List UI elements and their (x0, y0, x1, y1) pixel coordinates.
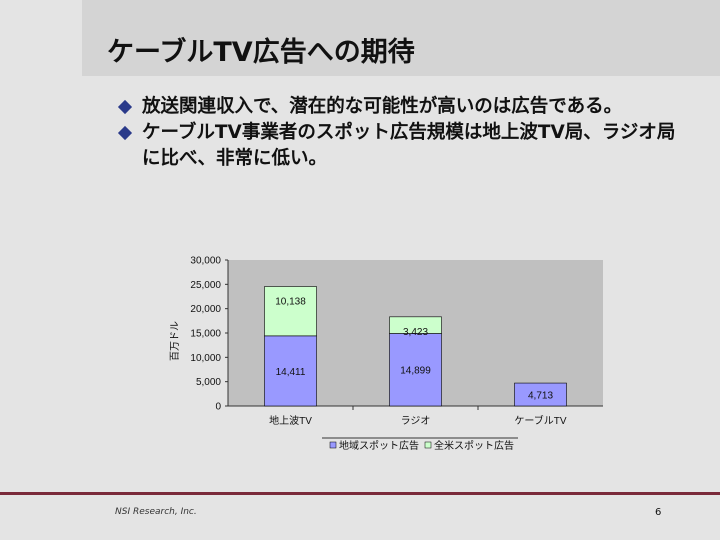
slide-title: ケーブルTV広告への期待 (107, 37, 415, 68)
y-tick-label: 30,000 (190, 256, 221, 267)
y-tick-label: 5,000 (196, 377, 221, 388)
y-axis-label: 百万ドル (169, 321, 181, 361)
data-label: 4,713 (528, 391, 553, 402)
bar-segment (389, 316, 442, 334)
legend-swatch (329, 441, 337, 449)
y-tick-label: 0 (215, 402, 221, 413)
legend-label: 地域スポット広告 (339, 439, 419, 452)
bar-segment (264, 286, 317, 337)
bullet-diamond-icon (117, 99, 133, 115)
legend-label: 全米スポット広告 (434, 439, 514, 452)
data-label: 3,423 (403, 327, 428, 338)
x-tick-label: ケーブルTV (514, 414, 567, 427)
bullet-diamond-icon (117, 125, 133, 141)
title-accent (0, 0, 82, 76)
title-band (0, 0, 720, 76)
data-label: 14,411 (276, 367, 306, 378)
footer-company: NSI Research, Inc. (115, 507, 197, 517)
bar-segment (514, 382, 567, 407)
page-number: 6 (655, 507, 662, 518)
bullet-list: 放送関連収入で、潜在的な可能性が高いのは広告である。 ケーブルTV事業者のスポッ… (117, 94, 678, 172)
y-tick-label: 10,000 (190, 353, 221, 364)
bar-segment (389, 333, 442, 407)
chart-container: 0 5,000 10,000 15,000 20,000 25,000 30,000 百万ドル… (160, 250, 620, 465)
bullet-text: 放送関連収入で、潜在的な可能性が高いのは広告である。 (142, 96, 623, 117)
stacked-bar-chart: 0 5,000 10,000 15,000 20,000 25,000 30,000 百万ドル… (169, 256, 603, 452)
data-label: 10,138 (275, 297, 306, 308)
y-tick-label: 20,000 (190, 304, 221, 315)
y-tick-label: 25,000 (190, 280, 221, 291)
x-tick-label: 地上波TV (269, 414, 312, 427)
bullet-item: ケーブルTV事業者のスポット広告規模は地上波TV局、ラジオ局に比べ、非常に低い。 (117, 120, 678, 172)
bullet-text: ケーブルTV事業者のスポット広告規模は地上波TV局、ラジオ局に比べ、非常に低い。 (142, 122, 676, 169)
legend-swatch (424, 441, 432, 449)
data-label: 14,899 (400, 366, 431, 377)
x-tick-label: ラジオ (401, 415, 431, 427)
y-tick-label: 15,000 (190, 329, 221, 340)
bullet-item: 放送関連収入で、潜在的な可能性が高いのは広告である。 (117, 94, 678, 120)
footer-line (0, 492, 720, 495)
bar-segment (264, 335, 317, 407)
